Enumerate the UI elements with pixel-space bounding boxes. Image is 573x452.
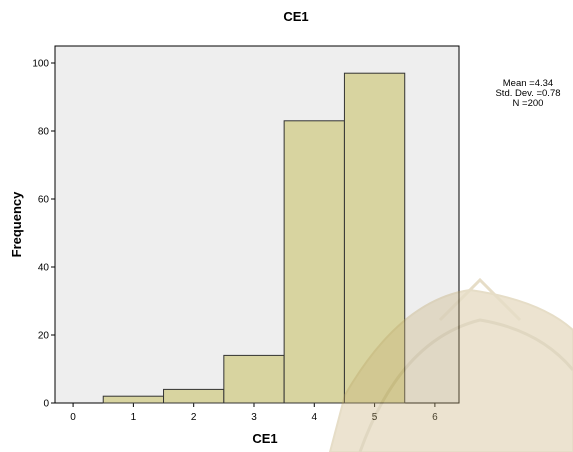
x-tick-label: 3	[251, 412, 257, 423]
y-axis: 0 20 40 60 80 100	[32, 59, 55, 410]
x-tick-label: 2	[191, 412, 197, 423]
x-axis: 0 1 2 3 4 5 6	[70, 403, 438, 423]
stat-line: Mean =4.34	[503, 78, 553, 89]
y-axis-label: Frequency	[9, 191, 24, 258]
x-tick-label: 1	[131, 412, 137, 423]
y-tick-label: 0	[43, 399, 49, 410]
x-tick-label: 5	[372, 412, 378, 423]
histogram-bar	[102, 395, 165, 404]
histogram-bar	[223, 354, 285, 404]
x-axis-label: CE1	[252, 431, 277, 446]
y-tick-label: 20	[38, 331, 50, 342]
y-tick-label: 100	[32, 59, 49, 70]
bars	[102, 72, 406, 404]
x-tick-label: 6	[432, 412, 438, 423]
stat-line: Std. Dev. =0.78	[495, 88, 560, 99]
y-tick-label: 60	[38, 195, 50, 206]
x-tick-label: 0	[70, 412, 76, 423]
y-tick-label: 80	[38, 127, 50, 138]
chart-title: CE1	[283, 9, 308, 24]
stat-line: N =200	[513, 98, 544, 109]
histogram-bar	[283, 120, 345, 404]
histogram-bar	[163, 388, 225, 404]
histogram-bar	[343, 72, 406, 404]
y-tick-label: 40	[38, 263, 50, 274]
x-tick-label: 4	[312, 412, 318, 423]
